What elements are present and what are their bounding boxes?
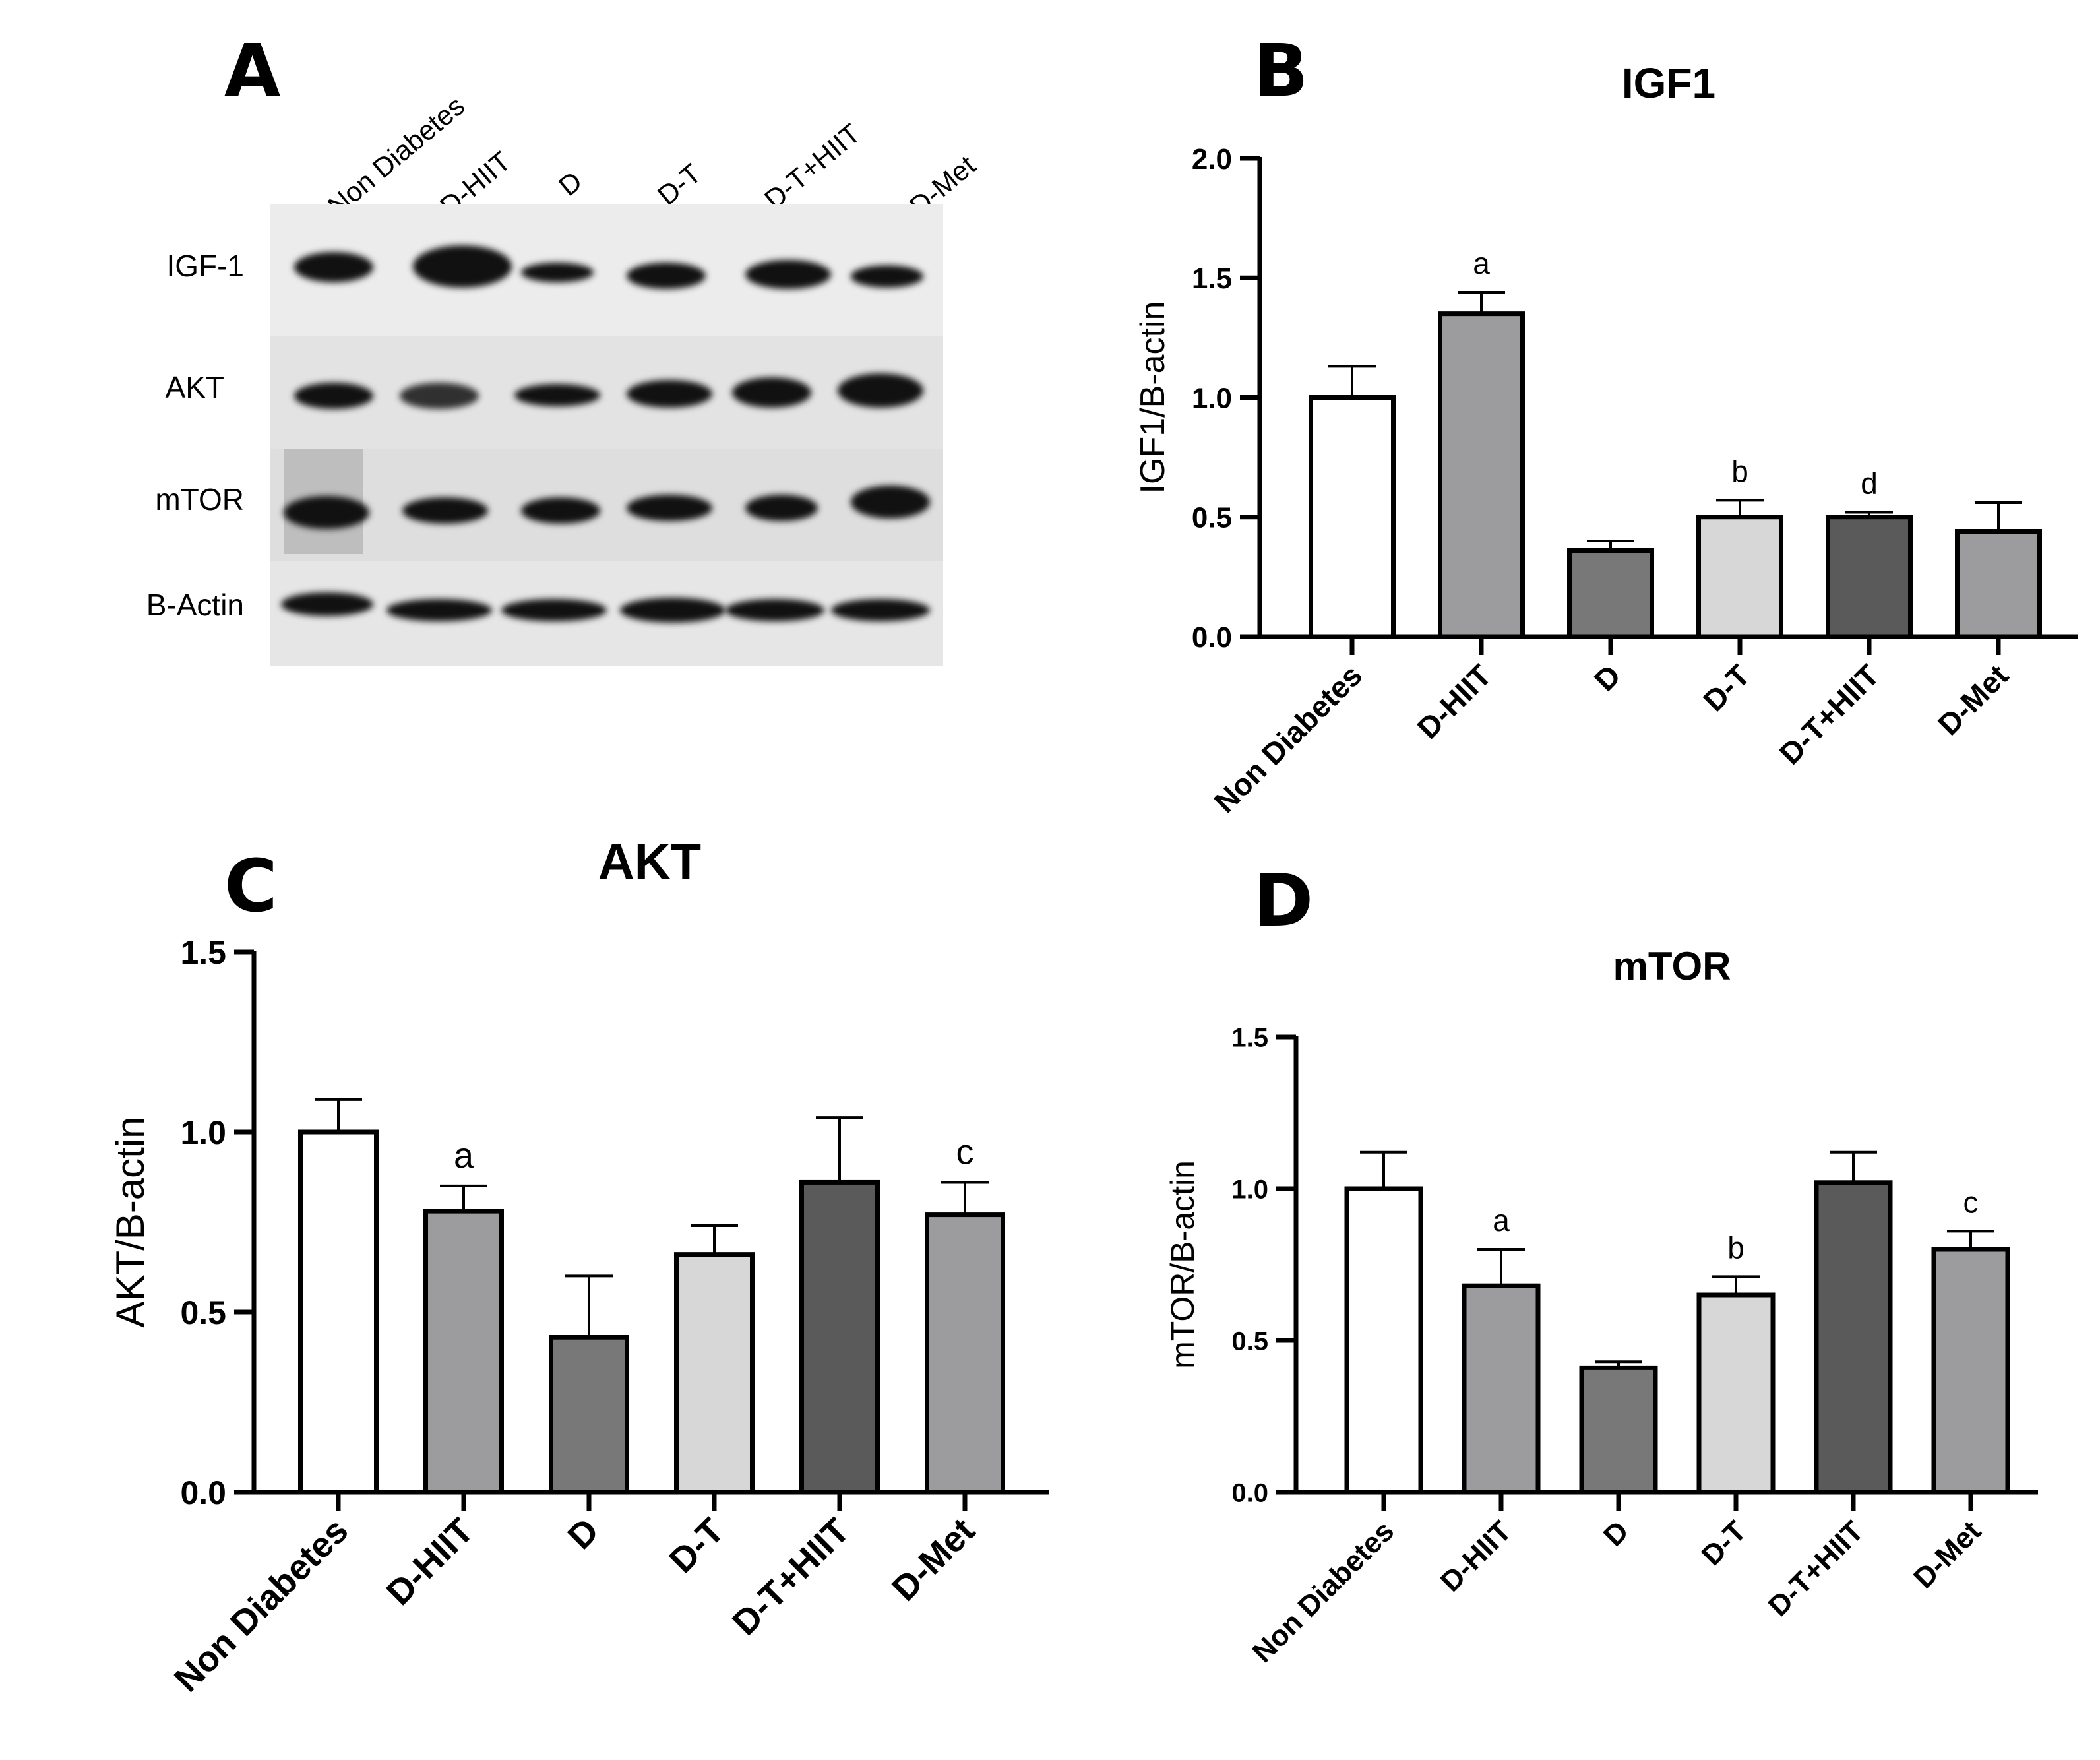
blot-band <box>838 373 923 408</box>
significance-label: d <box>1861 466 1878 501</box>
chart-title: mTOR <box>1613 944 1731 988</box>
blot-band <box>620 598 726 623</box>
blot-band <box>294 383 373 409</box>
y-axis-label: AKT/B-actin <box>108 1116 152 1327</box>
y-axis-label: mTOR/B-actin <box>1164 1160 1201 1369</box>
panel-letter-a: A <box>224 28 281 113</box>
y-tick-label: 0.0 <box>180 1474 226 1511</box>
bar <box>1567 548 1654 639</box>
blot-row-label: AKT <box>165 370 224 404</box>
y-tick-label: 0.0 <box>1231 1478 1268 1507</box>
category-label: Non Diabetes <box>1247 1515 1400 1668</box>
y-tick-label: 1.0 <box>1231 1175 1268 1204</box>
blot-band <box>851 265 923 288</box>
y-tick-label: 1.0 <box>180 1114 226 1151</box>
blot-band <box>501 599 607 621</box>
category-label: D-T <box>1696 1515 1753 1572</box>
bar <box>1814 1180 1893 1495</box>
blot-strip-bactin <box>270 561 943 666</box>
blot-row-label: IGF-1 <box>166 249 244 283</box>
blot-band <box>831 599 930 621</box>
significance-label: b <box>1731 454 1748 488</box>
bar <box>1696 1292 1776 1495</box>
y-tick-label: 0.0 <box>1192 621 1232 654</box>
blot-band <box>281 592 373 616</box>
y-tick-label: 1.5 <box>1231 1023 1268 1052</box>
bar <box>549 1335 629 1495</box>
blot-band <box>514 384 600 406</box>
significance-label: a <box>1493 1203 1510 1238</box>
y-tick-label: 2.0 <box>1192 143 1232 175</box>
blot-band <box>521 497 600 524</box>
panel-letter-d: D <box>1253 858 1314 943</box>
blot-band <box>413 245 512 288</box>
category-label: D-Met <box>1907 1515 1987 1594</box>
blot-strip-akt <box>270 336 943 449</box>
y-axis-label: IGF1/B-actin <box>1134 301 1172 494</box>
blot-band <box>294 252 373 282</box>
significance-label: c <box>956 1132 974 1172</box>
bar <box>1955 529 2042 639</box>
bar <box>1344 1186 1423 1495</box>
y-tick-label: 1.0 <box>1192 382 1232 414</box>
y-tick-label: 0.5 <box>180 1294 226 1331</box>
bar <box>1931 1247 2010 1495</box>
blot-band <box>745 495 818 521</box>
bar <box>674 1252 755 1495</box>
blot-band <box>627 263 706 289</box>
y-tick-label: 1.5 <box>180 934 226 971</box>
blot-band <box>627 495 712 521</box>
blot-band <box>732 377 811 408</box>
bar <box>1309 395 1396 639</box>
blot-band <box>400 383 479 409</box>
panel-letter-b: B <box>1253 28 1309 113</box>
significance-label: b <box>1727 1230 1745 1265</box>
y-tick-label: 0.5 <box>1192 502 1232 534</box>
blot-band <box>284 496 369 529</box>
blot-strip-mtor <box>270 449 943 561</box>
significance-label: a <box>1473 246 1490 280</box>
y-tick-label: 1.5 <box>1192 263 1232 295</box>
chart-title: IGF1 <box>1622 59 1715 107</box>
blot-band <box>402 497 488 524</box>
blot-band <box>745 260 831 289</box>
significance-label: a <box>454 1136 474 1176</box>
panel-letter-c: C <box>224 844 278 928</box>
category-label: D-T+HIIT <box>1762 1515 1870 1623</box>
blot-row-label: mTOR <box>155 482 244 517</box>
blot-band <box>851 486 930 519</box>
y-tick-label: 0.5 <box>1231 1327 1268 1356</box>
category-label: D <box>1597 1515 1635 1552</box>
bar <box>423 1209 504 1495</box>
blot-band <box>386 599 492 621</box>
significance-label: c <box>1963 1185 1979 1219</box>
blot-row-label: B-Actin <box>146 588 244 622</box>
blot-strip-igf1 <box>270 204 943 336</box>
bar <box>298 1129 379 1495</box>
bar <box>1462 1283 1541 1495</box>
bar <box>1579 1365 1658 1495</box>
chart-title: AKT <box>598 834 701 890</box>
blot-band <box>627 380 712 408</box>
blot-band <box>726 599 824 621</box>
category-label: D-HIIT <box>1435 1515 1518 1598</box>
blot-membrane <box>270 204 943 666</box>
blot-band <box>521 263 594 282</box>
